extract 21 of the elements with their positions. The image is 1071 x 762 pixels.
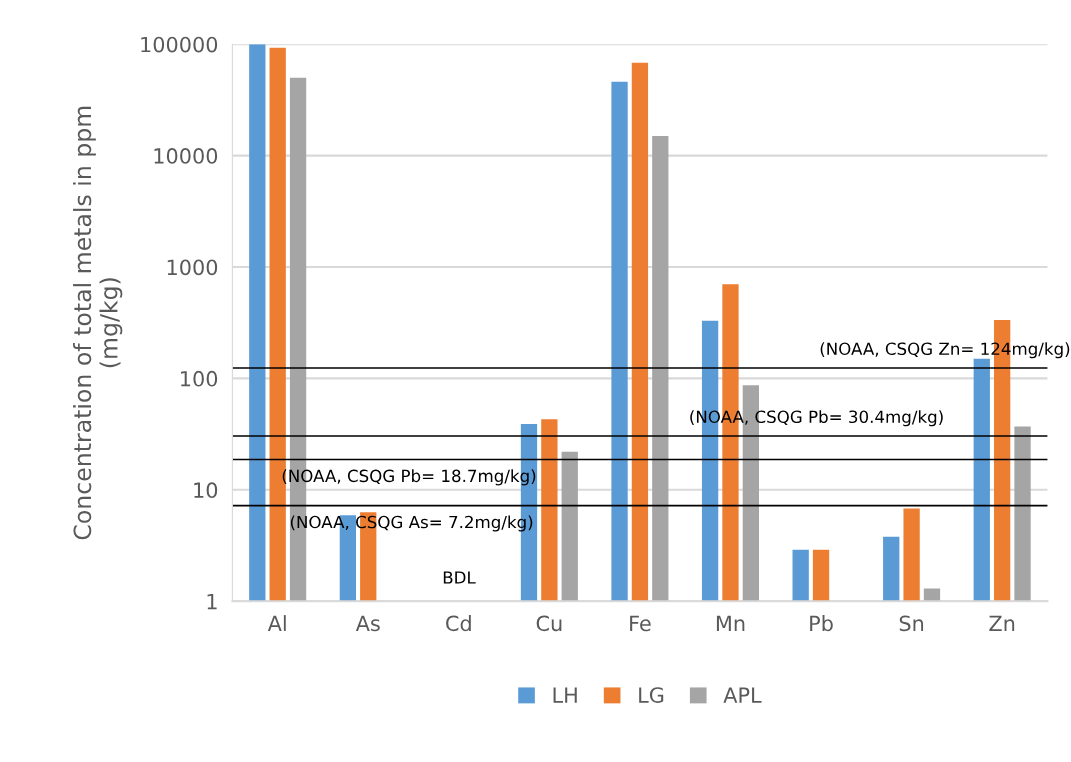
annotation: BDL bbox=[443, 571, 476, 584]
x-tick-label: Pb bbox=[810, 615, 833, 632]
x-tick-label: Zn bbox=[989, 615, 1015, 631]
legend-label: APL bbox=[723, 687, 762, 703]
x-tick-label: Cd bbox=[446, 615, 471, 632]
y-tick-label: 1000 bbox=[167, 259, 218, 276]
x-tick-label: As bbox=[355, 615, 380, 632]
legend-label: LH bbox=[553, 687, 577, 703]
legend-label: LG bbox=[639, 687, 664, 703]
x-tick-label: Mn bbox=[716, 615, 745, 631]
y-tick-label: 10 bbox=[194, 482, 218, 499]
y-tick-label: 10000 bbox=[154, 148, 218, 164]
x-tick-label: Fe bbox=[630, 615, 651, 632]
y-tick-label: 100 bbox=[181, 370, 218, 387]
y-tick-label: 1 bbox=[207, 593, 217, 610]
x-tick-label: Cu bbox=[536, 615, 562, 632]
y-axis-title: Concentration of total metals in ppm (mg/kg) bbox=[73, 106, 123, 540]
y-tick-label: 100000 bbox=[141, 36, 218, 53]
ref-line-label: (NOAA, CSQG Pb= 30.4mg/kg) bbox=[690, 410, 943, 427]
x-tick-label: Sn bbox=[899, 615, 924, 632]
x-tick-label: Al bbox=[267, 615, 286, 631]
